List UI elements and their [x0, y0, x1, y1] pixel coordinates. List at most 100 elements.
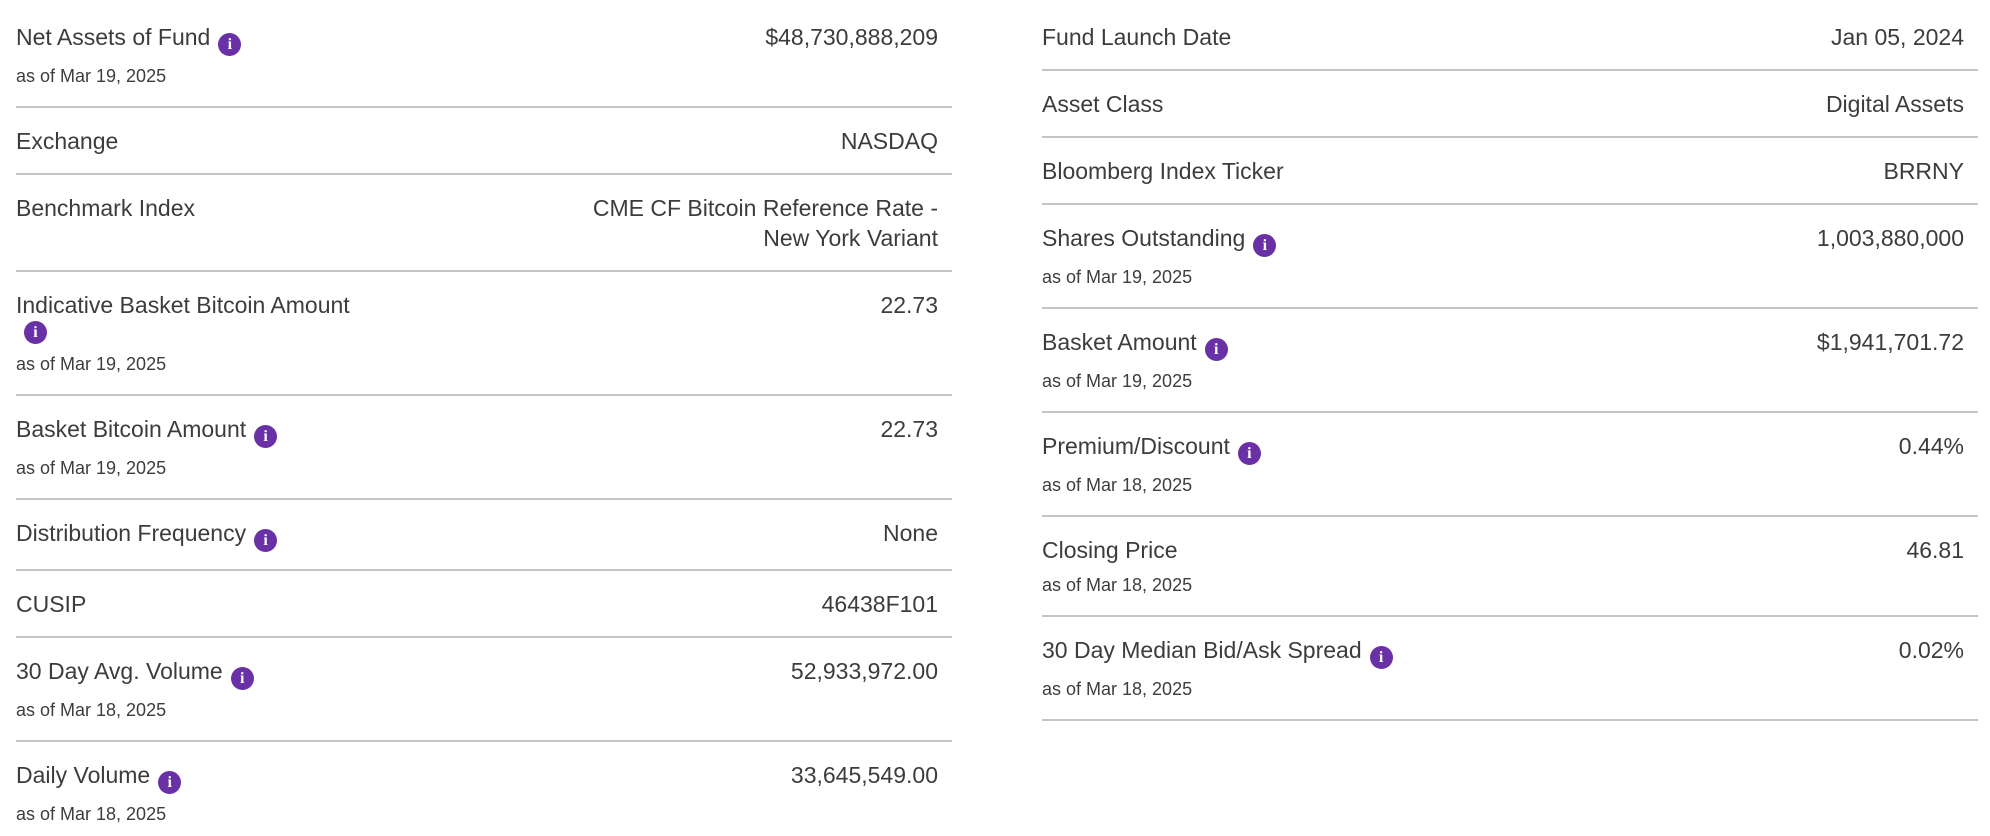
- as-of-date: as of Mar 19, 2025: [16, 66, 167, 86]
- row-net-assets-of-fund: Net Assets of Fund i as of Mar 19, 2025 $…: [16, 4, 952, 108]
- fact-label-group: Premium/Discount i as of Mar 18, 2025: [1042, 431, 1416, 498]
- fund-facts-right-column: Fund Launch Date Jan 05, 2024 Asset Clas…: [1042, 4, 1978, 721]
- fact-label: Basket Bitcoin Amount: [16, 416, 247, 442]
- row-exchange: Exchange NASDAQ: [16, 108, 952, 175]
- info-icon[interactable]: i: [1204, 338, 1228, 361]
- info-icon-glyph: i: [1262, 237, 1268, 254]
- fact-label: 30 Day Avg. Volume: [16, 658, 223, 684]
- fund-facts-left-column: Net Assets of Fund i as of Mar 19, 2025 $…: [16, 4, 952, 836]
- fact-label-group: Shares Outstanding i as of Mar 19, 2025: [1042, 223, 1416, 290]
- row-30-day-median-bid-ask-spread: 30 Day Median Bid/Ask Spread i as of Mar …: [1042, 617, 1978, 721]
- row-distribution-frequency: Distribution Frequency i None: [16, 500, 952, 571]
- row-closing-price: Closing Price as of Mar 18, 2025 46.81: [1042, 517, 1978, 617]
- as-of-date: as of Mar 18, 2025: [16, 804, 167, 824]
- as-of-date: as of Mar 18, 2025: [1042, 679, 1193, 699]
- fact-label: Indicative Basket Bitcoin Amount: [16, 292, 350, 318]
- info-icon-glyph: i: [263, 532, 268, 549]
- fact-label-group: Closing Price as of Mar 18, 2025: [1042, 535, 1416, 598]
- as-of-date: as of Mar 18, 2025: [1042, 575, 1193, 595]
- fact-value: 1,003,880,000: [1816, 225, 1964, 251]
- fact-value: $48,730,888,209: [765, 24, 938, 50]
- as-of-date: as of Mar 18, 2025: [1042, 475, 1193, 495]
- fact-label: Benchmark Index: [16, 195, 195, 221]
- fact-label-group: Indicative Basket Bitcoin Amount i as of …: [16, 290, 368, 377]
- fact-label-group: Basket Bitcoin Amount i as of Mar 19, 202…: [16, 414, 390, 481]
- fact-value: NASDAQ: [840, 128, 938, 154]
- row-daily-volume: Daily Volume i as of Mar 18, 2025 33,645,…: [16, 742, 952, 836]
- row-30-day-avg-volume: 30 Day Avg. Volume i as of Mar 18, 2025 5…: [16, 638, 952, 742]
- info-icon[interactable]: i: [1253, 234, 1277, 257]
- info-icon-glyph: i: [1213, 341, 1219, 358]
- row-indicative-basket-bitcoin-amount: Indicative Basket Bitcoin Amount i as of …: [16, 272, 952, 396]
- fact-label: 30 Day Median Bid/Ask Spread: [1042, 637, 1362, 663]
- fact-value: 33,645,549.00: [790, 762, 938, 788]
- info-icon-glyph: i: [1378, 649, 1384, 666]
- info-icon-glyph: i: [167, 774, 172, 791]
- info-icon-glyph: i: [263, 428, 268, 445]
- info-icon[interactable]: i: [24, 321, 47, 344]
- fact-label-group: Net Assets of Fund i as of Mar 19, 2025: [16, 22, 390, 89]
- info-icon[interactable]: i: [1237, 442, 1261, 465]
- as-of-date: as of Mar 19, 2025: [1042, 267, 1193, 287]
- fact-value: 46438F101: [821, 591, 938, 617]
- fact-label-group: Distribution Frequency i: [16, 518, 390, 552]
- fact-label-group: Benchmark Index: [16, 193, 390, 223]
- row-basket-amount: Basket Amount i as of Mar 19, 2025 $1,941…: [1042, 309, 1978, 413]
- info-icon[interactable]: i: [254, 529, 278, 552]
- fact-label-group: Basket Amount i as of Mar 19, 2025: [1042, 327, 1416, 394]
- fact-value: 0.02%: [1898, 637, 1964, 663]
- fact-value: Digital Assets: [1825, 91, 1964, 117]
- fact-label: Exchange: [16, 128, 119, 154]
- info-icon[interactable]: i: [1369, 646, 1393, 669]
- fact-label: Daily Volume: [16, 762, 151, 788]
- info-icon-glyph: i: [33, 324, 38, 341]
- fact-label-group: CUSIP: [16, 589, 390, 619]
- fact-label-group: 30 Day Median Bid/Ask Spread i as of Mar …: [1042, 635, 1416, 702]
- info-icon[interactable]: i: [230, 667, 254, 690]
- row-fund-launch-date: Fund Launch Date Jan 05, 2024: [1042, 4, 1978, 71]
- row-asset-class: Asset Class Digital Assets: [1042, 71, 1978, 138]
- fact-label: Asset Class: [1042, 91, 1164, 117]
- fact-label: Distribution Frequency: [16, 520, 247, 546]
- fact-label: CUSIP: [16, 591, 87, 617]
- fact-value: 22.73: [880, 416, 938, 442]
- as-of-date: as of Mar 18, 2025: [16, 700, 167, 720]
- fact-value: 52,933,972.00: [790, 658, 938, 684]
- fact-label: Bloomberg Index Ticker: [1042, 158, 1284, 184]
- fact-label-group: Fund Launch Date: [1042, 22, 1416, 52]
- fact-label-group: Bloomberg Index Ticker: [1042, 156, 1416, 186]
- fact-value: 46.81: [1906, 537, 1964, 563]
- fact-value: $1,941,701.72: [1816, 329, 1964, 355]
- info-icon[interactable]: i: [254, 425, 278, 448]
- row-shares-outstanding: Shares Outstanding i as of Mar 19, 2025 1…: [1042, 205, 1978, 309]
- row-benchmark-index: Benchmark Index CME CF Bitcoin Reference…: [16, 175, 952, 272]
- fact-value: Jan 05, 2024: [1830, 24, 1964, 50]
- info-icon-glyph: i: [239, 670, 245, 687]
- info-icon-glyph: i: [1247, 445, 1252, 462]
- fact-label: Net Assets of Fund: [16, 24, 211, 50]
- row-basket-bitcoin-amount: Basket Bitcoin Amount i as of Mar 19, 202…: [16, 396, 952, 500]
- info-icon[interactable]: i: [158, 771, 182, 794]
- fact-value: CME CF Bitcoin Reference Rate - New York…: [592, 195, 938, 251]
- as-of-date: as of Mar 19, 2025: [16, 458, 167, 478]
- fact-label: Premium/Discount: [1042, 433, 1230, 459]
- as-of-date: as of Mar 19, 2025: [16, 354, 167, 374]
- fact-label: Shares Outstanding: [1042, 225, 1246, 251]
- fact-value: 0.44%: [1898, 433, 1964, 459]
- fact-label-group: Asset Class: [1042, 89, 1416, 119]
- fact-label: Basket Amount: [1042, 329, 1197, 355]
- fact-value: BRRNY: [1883, 158, 1964, 184]
- row-cusip: CUSIP 46438F101: [16, 571, 952, 638]
- fact-value: 22.73: [880, 292, 938, 318]
- info-icon[interactable]: i: [218, 33, 242, 56]
- row-premium-discount: Premium/Discount i as of Mar 18, 2025 0.4…: [1042, 413, 1978, 517]
- info-icon-glyph: i: [227, 36, 233, 53]
- as-of-date: as of Mar 19, 2025: [1042, 371, 1193, 391]
- fact-value: None: [883, 520, 938, 546]
- fact-label: Fund Launch Date: [1042, 24, 1232, 50]
- row-bloomberg-index-ticker: Bloomberg Index Ticker BRRNY: [1042, 138, 1978, 205]
- fact-label: Closing Price: [1042, 537, 1178, 563]
- fact-label-group: Exchange: [16, 126, 390, 156]
- fact-label-group: 30 Day Avg. Volume i as of Mar 18, 2025: [16, 656, 390, 723]
